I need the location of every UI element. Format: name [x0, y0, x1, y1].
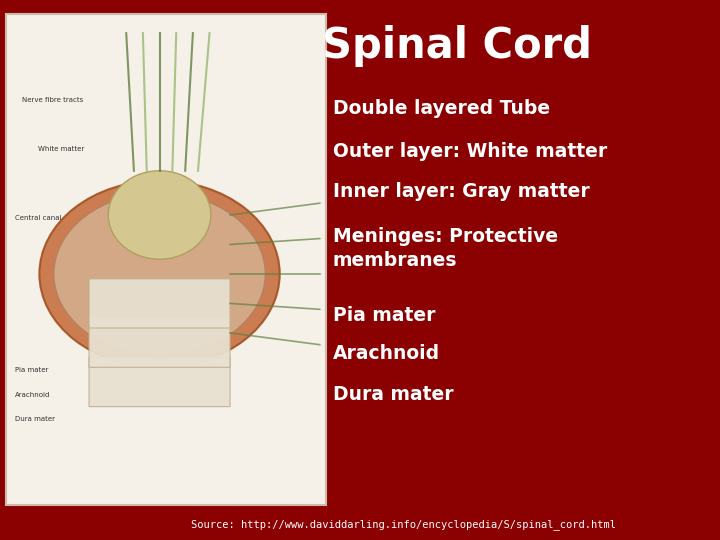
- Text: Arachnoid: Arachnoid: [333, 344, 440, 363]
- FancyBboxPatch shape: [89, 318, 230, 367]
- Text: White matter: White matter: [37, 146, 84, 152]
- FancyBboxPatch shape: [89, 357, 230, 407]
- Text: Pia mater: Pia mater: [333, 306, 435, 326]
- Text: Dura mater: Dura mater: [15, 416, 55, 422]
- Text: Double layered Tube: Double layered Tube: [333, 98, 550, 118]
- Text: Pia mater: Pia mater: [15, 367, 49, 373]
- FancyBboxPatch shape: [89, 279, 230, 328]
- Text: Outer layer: White matter: Outer layer: White matter: [333, 141, 607, 161]
- Text: Dura mater: Dura mater: [333, 384, 454, 404]
- Ellipse shape: [40, 180, 279, 367]
- Text: Arachnoid: Arachnoid: [15, 392, 50, 398]
- Text: Central canal: Central canal: [15, 215, 62, 221]
- Text: Inner layer: Gray matter: Inner layer: Gray matter: [333, 182, 590, 201]
- Text: Source: http://www.daviddarling.info/encyclopedia/S/spinal_cord.html: Source: http://www.daviddarling.info/enc…: [191, 519, 616, 530]
- Ellipse shape: [54, 193, 265, 355]
- Text: Spinal Cord: Spinal Cord: [323, 25, 593, 67]
- Text: Nerve fibre tracts: Nerve fibre tracts: [22, 97, 83, 103]
- Bar: [6, 14, 326, 505]
- Text: Meninges: Protective
membranes: Meninges: Protective membranes: [333, 227, 558, 269]
- Ellipse shape: [108, 171, 211, 259]
